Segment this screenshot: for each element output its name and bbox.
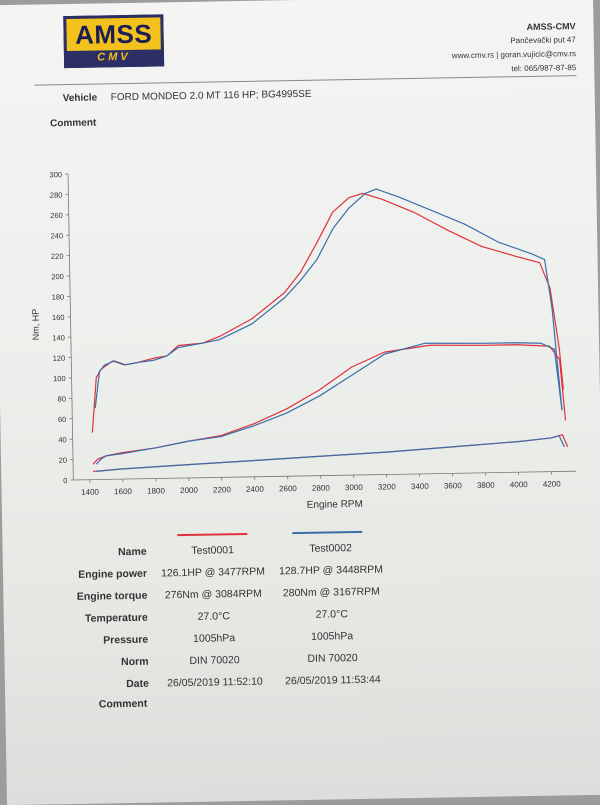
x-axis-line xyxy=(73,471,576,480)
x-tick-label: 2400 xyxy=(246,485,265,494)
x-tick-label: 1400 xyxy=(81,488,100,497)
result-value-test2: 26/05/2019 11:53:44 xyxy=(263,673,403,687)
comment-bottom-label: Comment xyxy=(27,698,147,712)
y-tick-label: 20 xyxy=(59,456,67,465)
x-tick-label: 3800 xyxy=(477,481,496,490)
result-value-test2: 1005hPa xyxy=(262,629,402,643)
series-power-test0002 xyxy=(94,341,563,464)
result-label: Name xyxy=(27,546,147,560)
result-label: Temperature xyxy=(28,612,148,626)
y-tick-label: 240 xyxy=(51,231,64,240)
x-tick-label: 3200 xyxy=(378,482,397,491)
x-tick-label: 1800 xyxy=(147,486,166,495)
x-axis-label: Engine RPM xyxy=(307,499,363,511)
x-tick-label: 3000 xyxy=(345,483,364,492)
y-tick-label: 300 xyxy=(49,170,62,179)
y-tick-label: 180 xyxy=(52,293,65,302)
y-axis-line xyxy=(68,174,73,480)
series-loss-test0002 xyxy=(96,436,565,472)
series-torque-test0001 xyxy=(88,190,564,433)
y-tick-label: 160 xyxy=(52,313,65,322)
y-tick-label: 280 xyxy=(50,191,63,200)
result-label: Engine power xyxy=(27,568,147,582)
result-value-test2: 27.0°C xyxy=(262,607,402,621)
y-tick-label: 200 xyxy=(51,272,64,281)
result-label: Date xyxy=(29,678,149,692)
y-tick-label: 40 xyxy=(58,435,66,444)
legend-test1-line xyxy=(177,533,247,536)
result-value-test2: 280Nm @ 3167RPM xyxy=(261,585,401,599)
x-tick-label: 4200 xyxy=(543,479,562,488)
x-tick-label: 3600 xyxy=(444,481,463,490)
series-torque-test0002 xyxy=(91,186,562,419)
result-value-test2: 128.7HP @ 3448RPM xyxy=(261,563,401,577)
x-tick-label: 2000 xyxy=(180,486,199,495)
y-tick-label: 260 xyxy=(50,211,63,220)
result-value-test2: Test0002 xyxy=(261,541,401,555)
legend-test2-line xyxy=(292,531,362,534)
x-tick-label: 4000 xyxy=(510,480,529,489)
result-value-test2: DIN 70020 xyxy=(262,651,402,665)
result-label: Engine torque xyxy=(27,590,147,604)
x-tick-label: 2600 xyxy=(279,484,298,493)
y-tick-label: 220 xyxy=(51,252,64,261)
y-tick-label: 100 xyxy=(53,374,66,383)
dyno-chart: 0 20 40 60 80 100 120 140 160 180 200 220 240 260 280 3… xyxy=(0,0,600,535)
y-tick-label: 80 xyxy=(58,394,66,403)
y-tick-label: 60 xyxy=(58,415,66,424)
result-label: Pressure xyxy=(28,634,148,648)
y-axis-label: Nm, HP xyxy=(30,309,41,341)
y-tick-label: 0 xyxy=(63,476,67,485)
x-tick-label: 2800 xyxy=(312,483,331,492)
x-tick-label: 3400 xyxy=(411,482,430,491)
x-tick-label: 1600 xyxy=(114,487,133,496)
x-tick-label: 2200 xyxy=(213,485,232,494)
y-tick-label: 120 xyxy=(53,354,66,363)
y-tick-label: 140 xyxy=(52,333,65,342)
result-label: Norm xyxy=(28,656,148,670)
